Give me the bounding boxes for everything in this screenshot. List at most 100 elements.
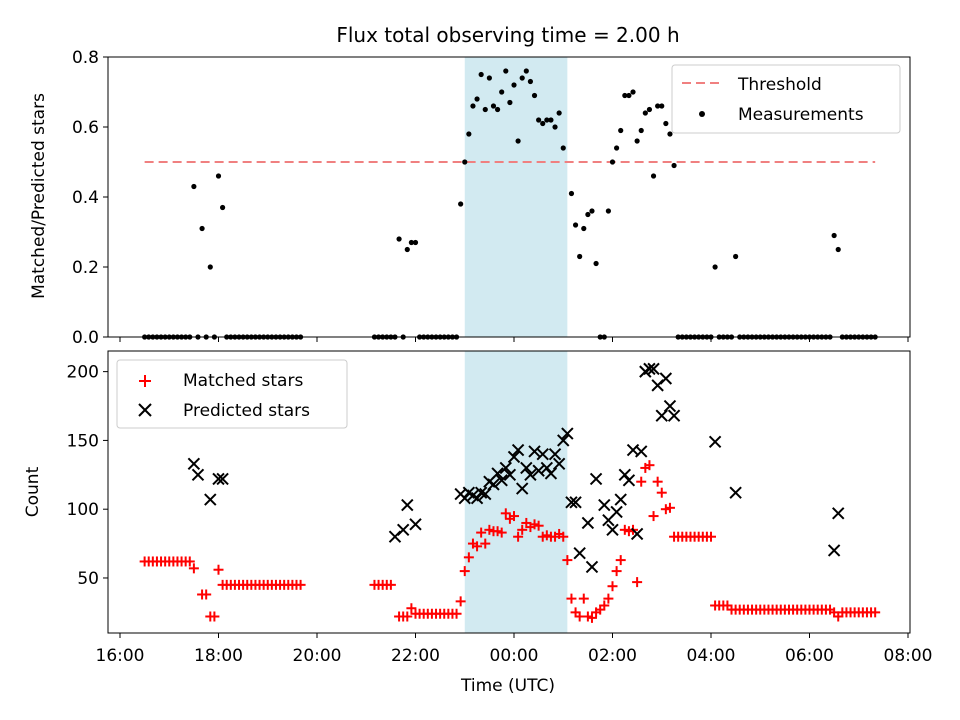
measurement-point [191,183,197,190]
predicted-star-point [565,496,578,509]
measurement-point [220,204,226,211]
predicted-star-point [667,409,681,422]
measurement-point [466,131,472,137]
measurement-point [396,236,402,242]
matched-star-point [599,600,610,611]
matched-star-point [402,611,413,622]
measurement-point [515,138,521,144]
measurement-point [556,110,562,116]
measurement-point [630,89,636,95]
measurement-point [634,138,640,144]
measurement-point [408,239,414,246]
measurement-point [667,131,673,137]
measurement-point [507,99,513,106]
bottom-plot-points [139,362,881,623]
measurement-point [511,82,517,88]
matched-star-point [644,460,655,471]
top-y-tick-label: 0.8 [72,48,99,68]
predicted-star-point [729,486,742,499]
predicted-star-point [643,362,656,376]
matched-star-point [578,593,589,604]
predicted-star-point [622,474,636,487]
measurement-point [560,145,566,151]
measurement-point [540,120,546,127]
top-y-tick-label: 0.4 [72,188,99,208]
matched-star-point [459,566,470,577]
measurement-point [499,89,505,95]
top-y-tick-label: 0.6 [72,118,99,138]
predicted-star-point [635,445,648,458]
matched-star-point [607,581,618,592]
measurement-point [605,208,611,214]
legend-threshold-label: Threshold [737,75,822,95]
predicted-star-point [585,560,599,574]
predicted-star-point [708,435,722,448]
predicted-star-point [544,467,558,480]
measurement-point [494,106,501,113]
predicted-star-point [581,516,595,530]
predicted-star-point [511,443,525,457]
predicted-star-point [561,427,574,440]
legend-predicted-swatch [138,403,152,417]
predicted-star-point [499,461,512,475]
measurement-point [642,110,648,116]
matched-star-point [500,508,511,519]
measurement-point [835,246,841,253]
top-legend: Threshold Measurements [671,64,901,134]
predicted-star-point [532,464,545,477]
matched-star-point [706,531,716,542]
measurement-point [655,103,661,109]
measurement-point [650,173,657,179]
measurement-point [589,208,595,214]
measurement-point [404,246,410,253]
measurement-point [548,117,554,123]
measurement-point [482,106,488,113]
measurement-point [552,124,558,130]
predicted-star-point [552,457,566,471]
top-panel: 0.00.20.40.60.8 Matched/Predicted stars … [29,48,911,348]
measurement-point [659,103,665,109]
bottom-y-axis-label: Count [23,466,43,517]
matched-star-point [480,538,491,549]
matched-star-point [586,612,597,623]
bottom-x-tick-label: 22:00 [391,646,440,666]
matched-star-point [652,476,663,487]
top-y-tick-label: 0.2 [72,258,99,278]
measurement-point [585,211,591,218]
measurement-point [638,127,644,134]
top-legend-box [671,64,901,134]
predicted-star-point [507,450,521,464]
bottom-x-tick-label: 18:00 [194,646,243,666]
predicted-star-point [212,472,225,486]
matched-star-point [648,511,659,522]
bottom-x-tick-label: 06:00 [785,646,834,666]
bottom-x-tick-label: 02:00 [588,646,637,666]
matched-star-point [517,524,528,535]
measurement-point [577,253,583,260]
legend-predicted-label: Predicted stars [183,401,310,421]
predicted-star-point [520,461,533,475]
predicted-star-point [409,518,422,531]
measurement-point [490,103,497,109]
measurement-point [523,68,529,74]
top-highlight-span [464,57,568,337]
measurement-point [831,232,837,239]
bottom-x-tick-label: 04:00 [687,646,736,666]
bottom-x-axis-ticks: 16:00 18:00 20:00 22:00 00:00 02:00 04:00 06:00… [96,633,933,666]
measurement-point [572,222,579,228]
matched-star-point [562,555,573,566]
predicted-star-point [491,467,504,480]
bottom-x-axis-label: Time (UTC) [460,676,555,696]
matched-star-point [632,577,643,588]
bottom-panel: 50 100 150 200 16:00 18:00 20:00 22:00 00:00 02:… [23,350,933,696]
predicted-star-point [536,447,549,461]
measurement-point [215,173,222,179]
matched-star-point [603,593,614,604]
matched-star-point [472,541,483,552]
measurement-point [527,78,534,85]
measurement-point [486,75,492,81]
measurement-point [609,159,616,165]
measurement-point [614,145,620,151]
predicted-star-point [516,482,529,495]
